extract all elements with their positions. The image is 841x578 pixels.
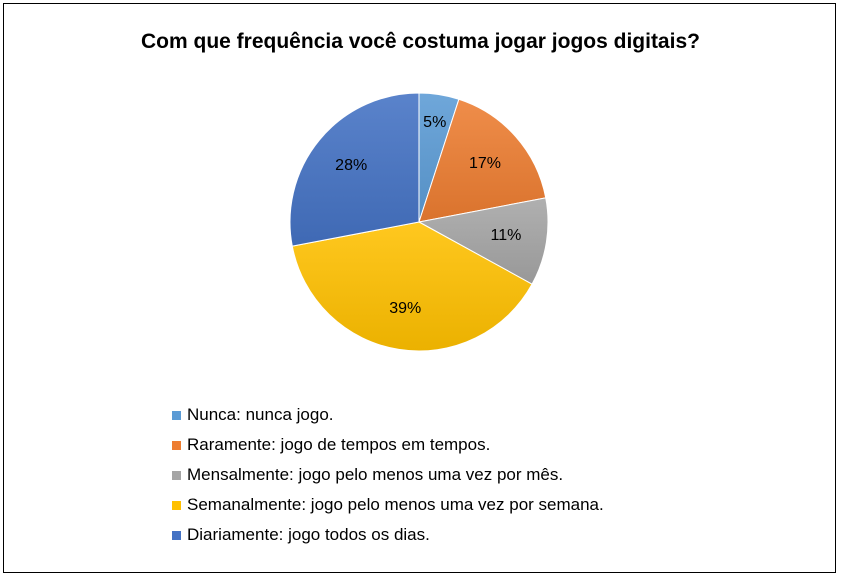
legend: Nunca: nunca jogo. Raramente: jogo de tem… [172, 400, 604, 550]
legend-item-0: Nunca: nunca jogo. [172, 400, 604, 430]
pie-slice-4 [289, 92, 420, 247]
pie-data-label-0: 5% [423, 114, 446, 131]
chart-frame: Com que frequência você costuma jogar jo… [3, 3, 836, 573]
legend-label-4: Diariamente: jogo todos os dias. [187, 525, 430, 544]
legend-item-3: Semanalmente: jogo pelo menos uma vez po… [172, 490, 604, 520]
chart-title: Com que frequência você costuma jogar jo… [141, 30, 700, 53]
legend-item-4: Diariamente: jogo todos os dias. [172, 520, 604, 550]
pie-slice-3 [291, 221, 533, 352]
legend-swatch-1 [172, 440, 181, 450]
pie-data-label-3: 39% [389, 300, 421, 317]
legend-item-2: Mensalmente: jogo pelo menos uma vez por… [172, 460, 604, 490]
legend-swatch-2 [172, 470, 181, 480]
pie-data-label-4: 28% [335, 157, 367, 174]
pie-slice-1 [418, 98, 547, 223]
legend-swatch-3 [172, 500, 181, 510]
pie-chart: 5% 17% 11% 39% 28% [289, 92, 549, 352]
pie-slice-2 [417, 197, 549, 285]
legend-label-3: Semanalmente: jogo pelo menos uma vez po… [187, 495, 604, 514]
legend-label-2: Mensalmente: jogo pelo menos uma vez por… [187, 465, 564, 484]
legend-swatch-4 [172, 530, 181, 540]
legend-item-1: Raramente: jogo de tempos em tempos. [172, 430, 604, 460]
legend-swatch-0 [172, 410, 181, 420]
pie-data-label-1: 17% [469, 155, 501, 172]
pie-data-label-2: 11% [490, 227, 521, 244]
legend-label-1: Raramente: jogo de tempos em tempos. [187, 435, 491, 454]
legend-label-0: Nunca: nunca jogo. [187, 405, 334, 424]
